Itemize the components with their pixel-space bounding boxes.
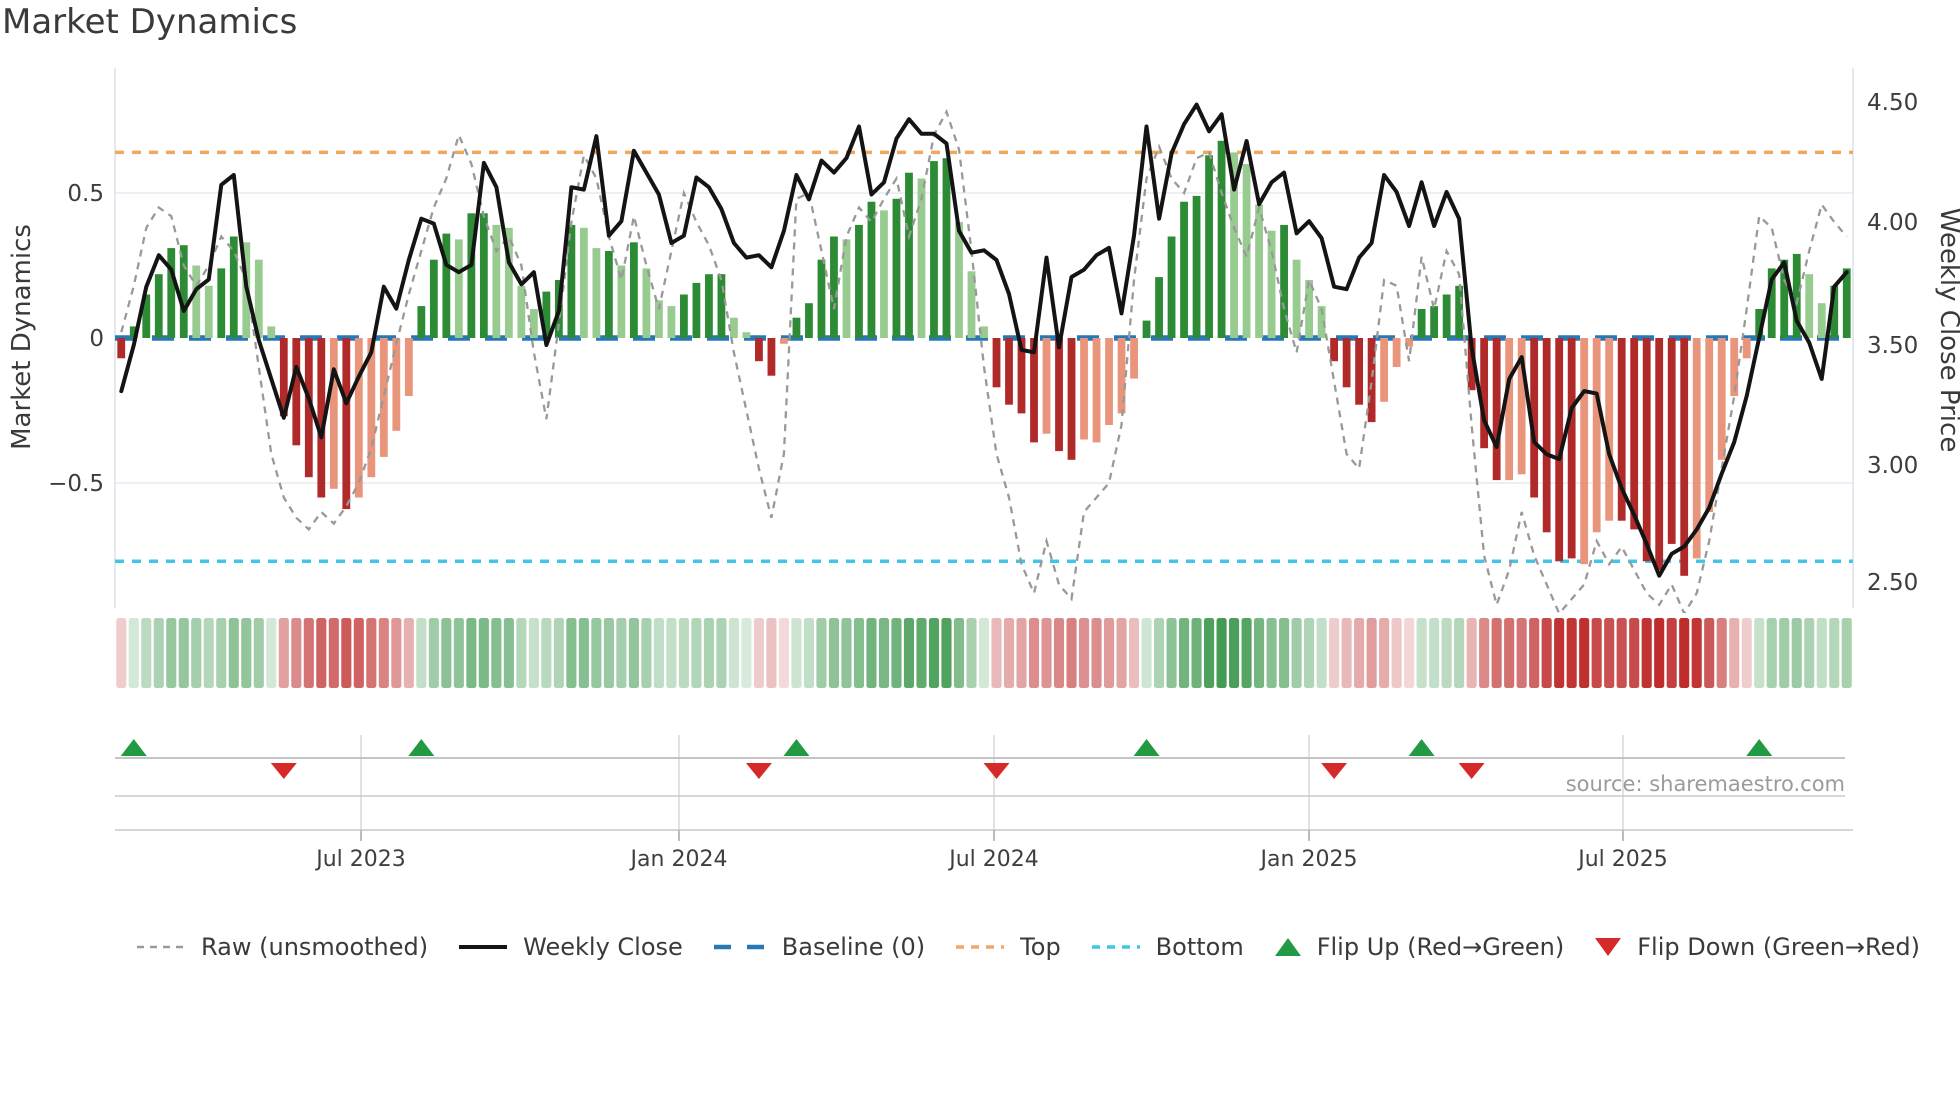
x-tick-jul-2025: Jul 2025 — [1576, 847, 1668, 872]
legend-item-bottom: Bottom — [1090, 933, 1244, 961]
legend-label: Flip Up (Red→Green) — [1316, 933, 1565, 961]
x-tick-jul-2023: Jul 2023 — [314, 847, 406, 872]
flip-up-triangle-icon — [1274, 938, 1301, 956]
right-tick-250: 2.50 — [1867, 570, 1918, 596]
market-dynamics-chart: 0.5 0 −0.5 4.50 4.00 3.50 3.00 2.50 Mark… — [7, 68, 1960, 872]
flip-down-triangle-icon — [1595, 938, 1622, 956]
legend-item-top: Top — [954, 933, 1061, 961]
baseline-swatch-icon — [713, 944, 766, 950]
left-axis-title: Market Dynamics — [7, 224, 37, 450]
legend-item-baseline: Baseline (0) — [712, 933, 925, 961]
legend-label: Top — [1020, 933, 1061, 961]
x-tick-jul-2024: Jul 2024 — [947, 847, 1039, 872]
legend-label: Raw (unsmoothed) — [201, 933, 429, 961]
left-tick-neg0.5: −0.5 — [48, 471, 104, 497]
legend-item-raw: Raw (unsmoothed) — [135, 933, 428, 961]
heatmap-strip — [116, 618, 1852, 688]
x-tick-jan-2025: Jan 2025 — [1259, 847, 1358, 872]
source-note: source: sharemaestro.com — [1566, 772, 1845, 796]
top-line-swatch-icon — [956, 945, 1005, 949]
flip-marker-strip — [115, 735, 1845, 830]
right-tick-450: 4.50 — [1867, 90, 1918, 116]
x-axis — [115, 829, 1853, 841]
legend-label: Weekly Close — [523, 933, 683, 961]
oscillator-bars — [117, 140, 1851, 576]
weekly-close-line — [119, 102, 1849, 578]
chart-legend: Raw (unsmoothed) Weekly Close Baseline (… — [135, 925, 1920, 969]
page-title: Market Dynamics — [2, 2, 298, 42]
left-tick-0.5: 0.5 — [67, 181, 104, 207]
raw-line — [120, 108, 1848, 613]
legend-item-flip-up: Flip Up (Red→Green) — [1273, 933, 1565, 961]
right-tick-350: 3.50 — [1867, 333, 1918, 359]
legend-item-flip-down: Flip Down (Green→Red) — [1593, 933, 1920, 961]
bottom-line-swatch-icon — [1091, 945, 1140, 949]
right-tick-400: 4.00 — [1867, 210, 1918, 236]
legend-label: Flip Down (Green→Red) — [1637, 933, 1920, 961]
legend-label: Bottom — [1155, 933, 1244, 961]
legend-item-weekly-close: Weekly Close — [457, 933, 683, 961]
left-tick-0: 0 — [89, 326, 104, 352]
close-line-swatch-icon — [459, 945, 508, 949]
right-tick-300: 3.00 — [1867, 453, 1918, 479]
raw-line-swatch-icon — [137, 945, 185, 949]
legend-label: Baseline (0) — [781, 933, 926, 961]
x-tick-jan-2024: Jan 2024 — [629, 847, 728, 872]
right-axis-title: Weekly Close Price — [1934, 208, 1960, 453]
